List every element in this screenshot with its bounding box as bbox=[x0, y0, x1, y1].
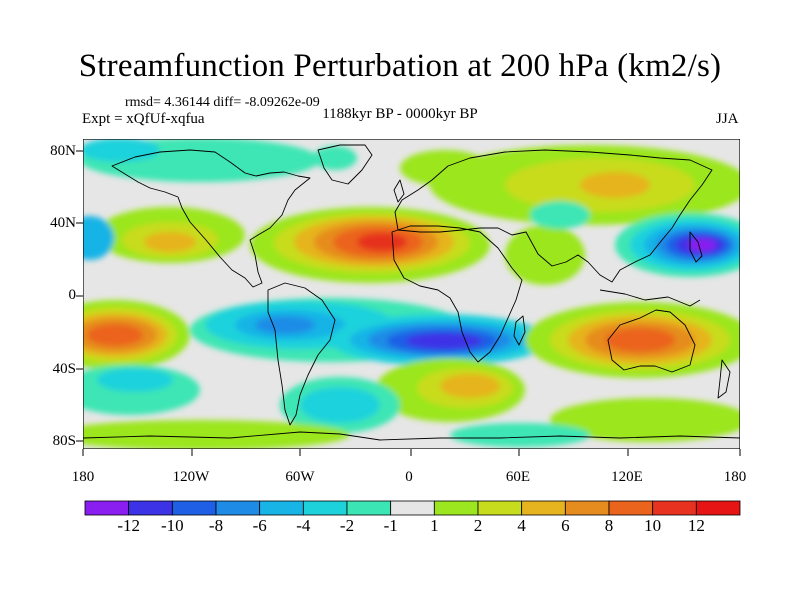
colorbar-label: -4 bbox=[296, 516, 311, 535]
colorbar-label: 8 bbox=[604, 516, 614, 535]
season-label: JJA bbox=[716, 111, 739, 127]
colorbar-swatch bbox=[433, 500, 479, 516]
contour-npac-6 bbox=[144, 232, 196, 252]
coast-north-america bbox=[111, 149, 311, 288]
colorbar-swatch bbox=[652, 500, 697, 516]
coast-new-zealand bbox=[717, 359, 731, 399]
x-tick-120e: 120E bbox=[611, 469, 643, 485]
contour-alaska bbox=[83, 139, 160, 162]
coast-antarctica bbox=[83, 431, 740, 441]
contour-siberia-6 bbox=[580, 172, 650, 198]
colorbar-label: 6 bbox=[561, 516, 570, 535]
contour-antarctic bbox=[83, 420, 350, 449]
experiment-label: Expt = xQfUf-xqfua bbox=[82, 111, 205, 127]
colorbar-label: -10 bbox=[160, 516, 184, 535]
x-tick-120w: 120W bbox=[172, 469, 210, 485]
x-tick-180e: 180 bbox=[723, 469, 747, 485]
map-area bbox=[83, 139, 740, 449]
colorbar-label: 12 bbox=[687, 516, 705, 535]
coast-eurasia bbox=[394, 149, 713, 283]
contour-europe bbox=[400, 150, 490, 186]
coast-africa bbox=[391, 225, 523, 363]
contour-west-neg bbox=[83, 216, 114, 260]
colorbar-swatch bbox=[171, 500, 217, 516]
colorbar-swatch bbox=[564, 500, 610, 516]
coast-greenland bbox=[317, 144, 373, 185]
contour-so-east bbox=[550, 398, 740, 442]
colorbar-swatch bbox=[608, 500, 654, 516]
colorbar-swatch bbox=[259, 500, 304, 516]
colorbar-swatch bbox=[346, 500, 392, 516]
y-tick-80n: 80N bbox=[50, 143, 76, 159]
coastlines bbox=[83, 144, 740, 441]
x-tick-60w: 60W bbox=[285, 469, 315, 485]
y-tick-40n: 40N bbox=[50, 215, 76, 231]
chart-title: Streamfunction Perturbation at 200 hPa (… bbox=[78, 48, 722, 84]
colorbar-label: 4 bbox=[517, 516, 526, 535]
colorbar-swatch bbox=[84, 500, 130, 516]
colorbar-swatch bbox=[477, 500, 523, 516]
colorbar-label: -6 bbox=[252, 516, 267, 535]
coast-australia bbox=[607, 309, 696, 373]
coast-britain bbox=[393, 179, 405, 203]
colorbar-label: -8 bbox=[208, 516, 224, 535]
contour-so-west-2 bbox=[97, 368, 173, 392]
x-tick-60e: 60E bbox=[505, 469, 531, 485]
contour-aus-10 bbox=[605, 328, 675, 352]
contour-nwpac-12 bbox=[688, 239, 716, 251]
contour-so-samerica-2 bbox=[300, 387, 380, 423]
contour-so-mid bbox=[450, 423, 590, 447]
contour-wsp-10 bbox=[87, 324, 143, 346]
x-tick-0: 0 bbox=[405, 469, 413, 485]
x-tick-180w: 180 bbox=[71, 469, 95, 485]
colorbar-label: 10 bbox=[644, 516, 662, 535]
stats-text: rmsd= 4.36144 diff= -8.09262e-09 bbox=[125, 95, 320, 110]
colorbar-swatch bbox=[695, 500, 741, 516]
y-tick-0: 0 bbox=[68, 287, 77, 303]
coast-indonesia bbox=[599, 289, 701, 307]
contour-sio-6 bbox=[440, 374, 500, 398]
colorbar-swatch bbox=[215, 500, 261, 516]
colorbar-swatch bbox=[302, 500, 348, 516]
colorbar-label: -2 bbox=[339, 516, 355, 535]
contour-arabia bbox=[505, 225, 585, 285]
contour-atl-12 bbox=[357, 233, 407, 251]
colorbar bbox=[84, 500, 741, 516]
contour-greenland bbox=[313, 146, 357, 170]
y-tick-80s: 80S bbox=[52, 433, 76, 449]
colorbar-label: 2 bbox=[473, 516, 483, 535]
contour-caspian bbox=[530, 201, 590, 229]
y-tick-40s: 40S bbox=[52, 361, 76, 377]
colorbar-swatch bbox=[390, 500, 435, 516]
contour-satl-10 bbox=[406, 333, 482, 349]
contour-spac-6 bbox=[255, 316, 315, 334]
colorbar-label: -1 bbox=[383, 516, 398, 535]
coast-south-america bbox=[267, 282, 336, 426]
coast-japan bbox=[689, 231, 703, 263]
period-label: 1188kyr BP - 0000kyr BP bbox=[322, 106, 478, 122]
colorbar-swatch bbox=[521, 500, 566, 516]
colorbar-label: 1 bbox=[430, 516, 439, 535]
axis-ticks bbox=[76, 150, 741, 456]
coast-madagascar bbox=[513, 315, 526, 346]
colorbar-swatch bbox=[128, 500, 173, 516]
colorbar-label: -12 bbox=[117, 516, 140, 535]
